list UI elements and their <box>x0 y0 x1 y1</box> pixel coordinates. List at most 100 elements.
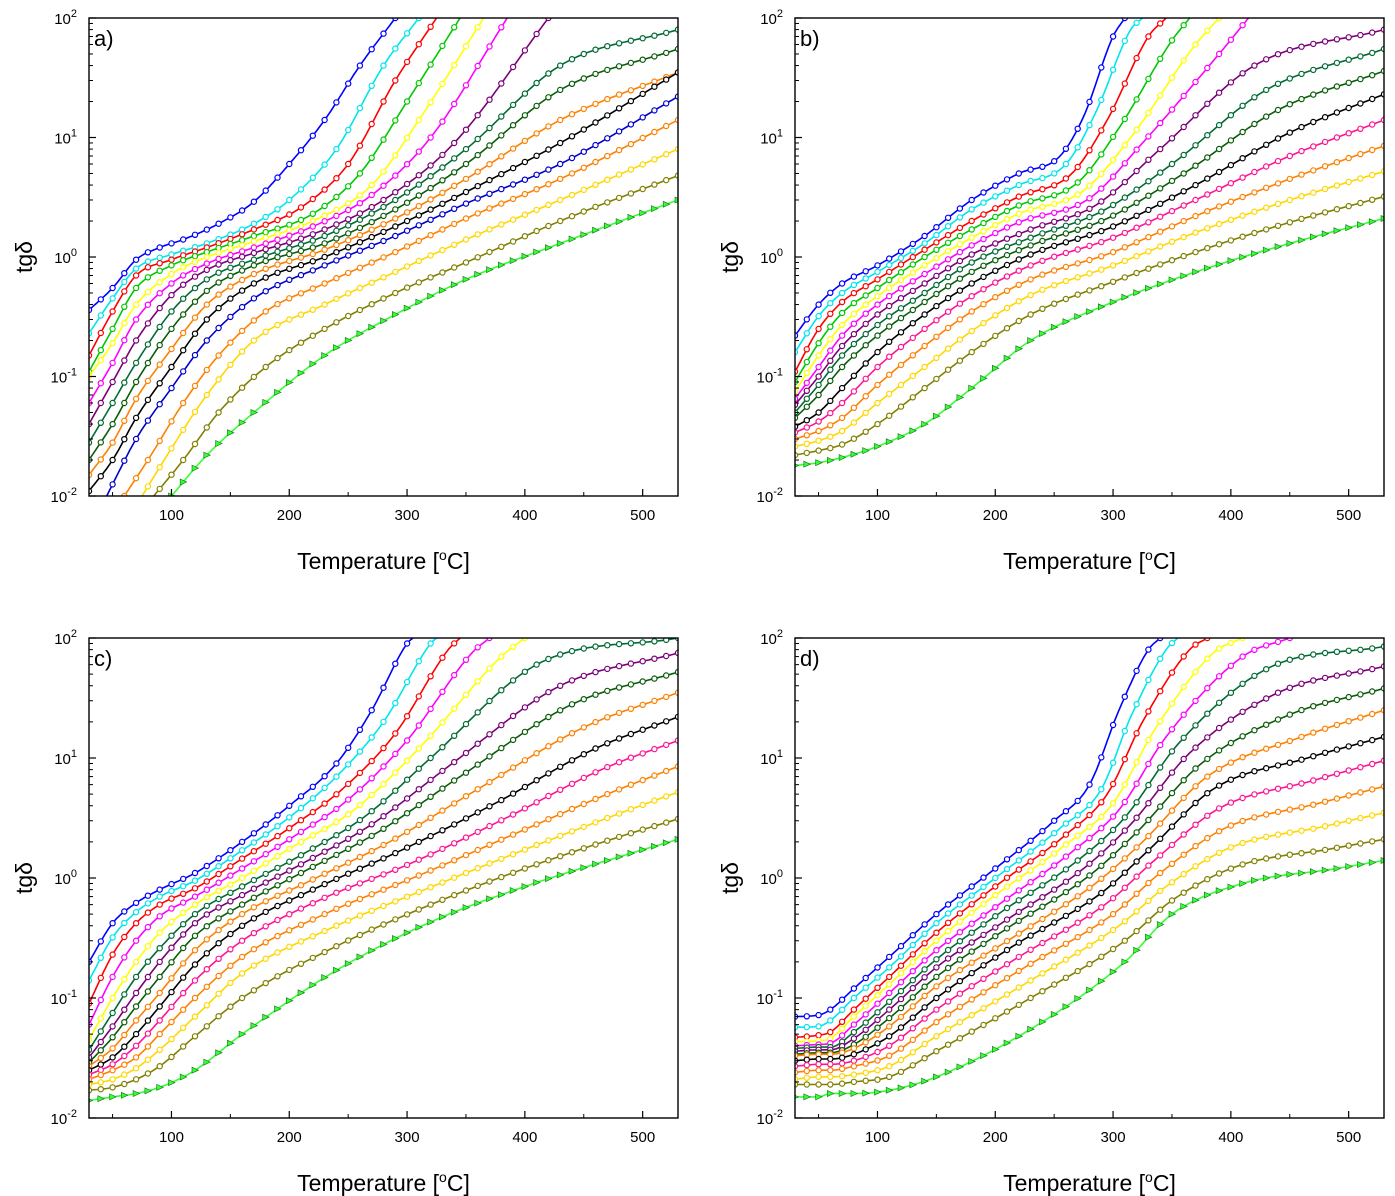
data-marker <box>580 75 588 82</box>
data-marker <box>1027 837 1034 845</box>
data-marker <box>297 186 305 193</box>
data-marker <box>1062 277 1070 285</box>
series-line <box>89 716 678 1071</box>
data-marker <box>345 917 352 924</box>
data-marker <box>109 295 116 302</box>
data-marker <box>545 743 552 750</box>
data-marker <box>262 265 269 272</box>
data-marker <box>215 324 222 332</box>
data-marker <box>651 181 658 188</box>
data-marker <box>557 651 564 658</box>
data-marker <box>262 908 269 916</box>
data-marker <box>1274 51 1282 58</box>
data-marker <box>545 816 552 823</box>
data-marker <box>897 979 905 986</box>
data-marker <box>874 321 881 329</box>
data-marker <box>651 128 658 136</box>
data-marker <box>286 160 293 168</box>
data-marker <box>944 247 952 255</box>
data-marker <box>380 855 387 862</box>
data-marker <box>451 840 458 847</box>
data-marker <box>297 241 305 248</box>
data-marker <box>132 1090 141 1097</box>
data-marker <box>980 189 987 196</box>
data-marker <box>109 1084 116 1091</box>
data-marker <box>827 300 834 307</box>
data-marker <box>921 253 928 261</box>
data-marker <box>392 77 399 84</box>
data-marker <box>203 253 210 261</box>
data-marker <box>1098 64 1105 71</box>
data-marker <box>356 748 364 755</box>
data-marker <box>1357 100 1364 107</box>
data-marker <box>1333 746 1341 753</box>
data-marker <box>933 223 940 231</box>
data-marker <box>1039 230 1046 237</box>
data-marker <box>238 419 247 426</box>
data-marker <box>215 915 222 922</box>
data-marker <box>615 810 623 817</box>
data-marker <box>1168 74 1176 81</box>
data-marker <box>451 61 458 69</box>
data-marker <box>132 989 140 997</box>
data-marker <box>1357 221 1365 229</box>
data-marker <box>250 317 258 324</box>
data-marker <box>215 904 222 911</box>
data-marker <box>321 202 328 210</box>
data-marker <box>1086 942 1093 949</box>
data-marker <box>215 249 222 256</box>
data-marker <box>474 809 481 816</box>
data-marker <box>1192 41 1199 48</box>
data-marker <box>921 1054 928 1062</box>
data-marker <box>1310 703 1317 710</box>
data-marker <box>1015 281 1023 288</box>
series-line <box>795 859 1384 1098</box>
data-marker <box>427 851 434 858</box>
data-marker <box>1062 1003 1071 1011</box>
data-marker <box>674 835 678 843</box>
data-marker <box>663 693 670 701</box>
data-marker <box>968 308 975 315</box>
data-marker <box>1192 78 1199 86</box>
data-marker <box>156 464 163 471</box>
y-tick-label: 10-2 <box>757 1108 783 1128</box>
data-marker <box>838 414 846 422</box>
data-marker <box>274 916 281 924</box>
data-marker <box>1027 206 1034 213</box>
data-marker <box>627 730 635 738</box>
data-marker <box>321 813 328 821</box>
data-marker <box>545 166 552 173</box>
data-marker <box>109 340 116 347</box>
data-marker <box>1050 830 1058 837</box>
plot-area <box>795 638 1384 1101</box>
data-marker <box>203 301 210 308</box>
data-marker <box>1086 872 1093 879</box>
data-marker <box>909 932 917 939</box>
x-axis-title: Temperature [oC] <box>297 1169 470 1196</box>
data-marker <box>144 301 152 308</box>
data-marker <box>109 973 116 981</box>
data-marker <box>1286 829 1294 836</box>
data-marker <box>215 279 222 286</box>
data-marker <box>250 270 258 278</box>
data-marker <box>415 116 422 124</box>
data-marker <box>992 213 999 221</box>
data-marker <box>427 901 434 908</box>
data-marker <box>1015 246 1023 254</box>
data-marker <box>874 1066 881 1074</box>
data-marker <box>1251 168 1258 176</box>
data-marker <box>1027 910 1034 917</box>
data-marker <box>1015 897 1023 904</box>
data-marker <box>1062 926 1070 933</box>
data-marker <box>451 100 458 108</box>
series-4 <box>89 638 493 1028</box>
data-marker <box>1286 806 1294 813</box>
data-marker <box>1321 773 1329 781</box>
data-marker <box>580 50 588 58</box>
data-marker <box>498 221 505 228</box>
data-marker <box>838 399 846 407</box>
data-marker <box>909 958 917 966</box>
data-marker <box>933 920 940 927</box>
data-marker <box>297 817 305 824</box>
data-marker <box>568 730 576 737</box>
